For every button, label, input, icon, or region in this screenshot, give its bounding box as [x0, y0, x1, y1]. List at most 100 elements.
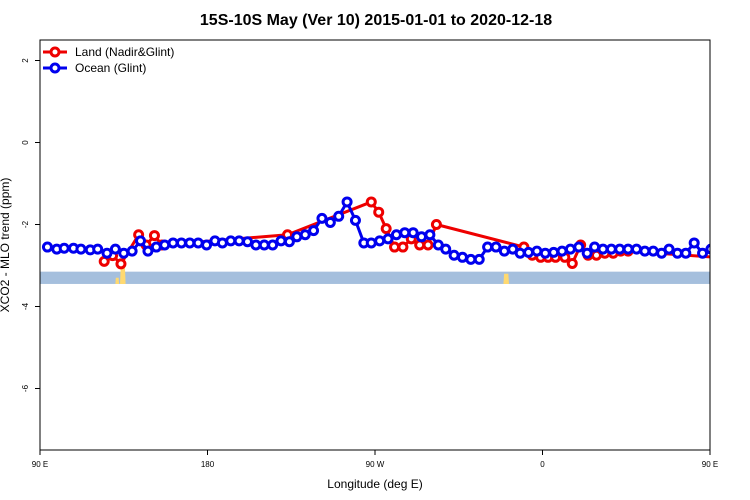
x-tick-label: 90 E — [32, 460, 48, 469]
data-point — [150, 241, 162, 253]
data-point — [184, 237, 196, 249]
data-point — [390, 229, 402, 241]
data-point — [389, 241, 401, 253]
data-point — [316, 212, 328, 224]
x-tick-label: 90 E — [702, 460, 718, 469]
y-axis: 2 0 -2 -4 -6 — [21, 58, 40, 392]
data-point — [148, 230, 160, 242]
data-point — [225, 235, 237, 247]
data-point — [382, 233, 394, 245]
data-point — [118, 247, 130, 259]
data-point — [192, 237, 204, 249]
data-point — [663, 243, 675, 255]
legend-ocean-label: Ocean (Glint) — [75, 61, 146, 75]
legend: Land (Nadir&Glint) Ocean (Glint) — [43, 45, 174, 75]
data-point — [135, 235, 146, 247]
data-point — [548, 246, 560, 258]
legend-ocean-marker — [49, 62, 61, 74]
data-point — [341, 196, 353, 208]
data-point — [456, 251, 468, 263]
legend-land-marker — [49, 46, 61, 58]
data-point — [564, 243, 576, 255]
chart-title: 15S-10S May (Ver 10) 2015-01-01 to 2020-… — [200, 12, 552, 29]
data-point — [482, 241, 494, 253]
data-point — [399, 227, 411, 239]
data-point — [201, 239, 213, 251]
y-tick-label: -4 — [21, 302, 30, 310]
data-point — [365, 196, 377, 208]
data-point — [424, 229, 436, 241]
data-point — [115, 258, 127, 270]
data-point — [216, 237, 228, 249]
data-point — [581, 247, 593, 259]
ocean-band — [40, 271, 710, 284]
data-point — [539, 247, 551, 259]
data-point — [514, 247, 526, 259]
y-tick-label: 0 — [21, 140, 30, 145]
data-point — [142, 245, 154, 257]
land-segment-4 — [503, 273, 509, 284]
data-point — [697, 247, 709, 259]
data-point — [573, 241, 585, 253]
series-ocean — [41, 196, 710, 265]
data-point — [523, 246, 535, 258]
data-point — [126, 245, 138, 257]
data-point — [647, 245, 659, 257]
data-point — [291, 231, 303, 243]
data-point — [92, 243, 104, 255]
data-point — [233, 235, 245, 247]
data-point — [473, 253, 485, 265]
data-point — [101, 247, 113, 259]
data-point — [671, 247, 683, 259]
data-point — [680, 247, 692, 259]
data-point — [630, 243, 642, 255]
data-point — [333, 210, 345, 222]
data-point — [622, 243, 634, 255]
data-point — [498, 245, 510, 257]
data-point — [75, 243, 87, 255]
x-tick-label: 180 — [201, 460, 215, 469]
data-point — [324, 216, 336, 228]
data-point — [440, 243, 452, 255]
data-point — [416, 231, 428, 243]
y-axis-label: XCO2 - MLO trend (ppm) — [0, 178, 12, 313]
data-point — [58, 242, 70, 254]
data-point — [250, 239, 262, 251]
land-ocean-mask — [40, 267, 710, 284]
data-point — [109, 243, 121, 255]
data-point — [566, 257, 578, 269]
data-point — [430, 219, 442, 230]
data-point — [705, 243, 710, 255]
data-point — [407, 227, 419, 239]
series-layer — [41, 196, 710, 270]
data-point — [531, 245, 543, 257]
data-point — [283, 236, 295, 248]
data-point — [167, 237, 179, 249]
data-point — [374, 235, 386, 247]
x-tick-label: 0 — [540, 460, 545, 469]
data-point — [242, 236, 254, 248]
data-point — [349, 214, 361, 226]
data-point — [556, 245, 568, 257]
data-point — [258, 239, 270, 251]
data-point — [175, 237, 187, 249]
data-point — [614, 243, 626, 255]
y-tick-label: 2 — [21, 58, 30, 63]
data-point — [589, 241, 601, 253]
data-point — [380, 223, 392, 235]
data-point — [41, 241, 53, 253]
data-point — [299, 229, 311, 241]
data-point — [688, 237, 700, 249]
y-tick-label: -6 — [21, 384, 30, 392]
data-point — [267, 239, 279, 251]
land-segment-1 — [120, 267, 126, 284]
data-point — [397, 241, 409, 253]
data-point — [639, 245, 651, 257]
data-point — [605, 243, 617, 255]
data-point — [308, 225, 320, 237]
data-point — [159, 239, 171, 251]
data-point — [365, 237, 377, 249]
data-point — [465, 253, 477, 265]
